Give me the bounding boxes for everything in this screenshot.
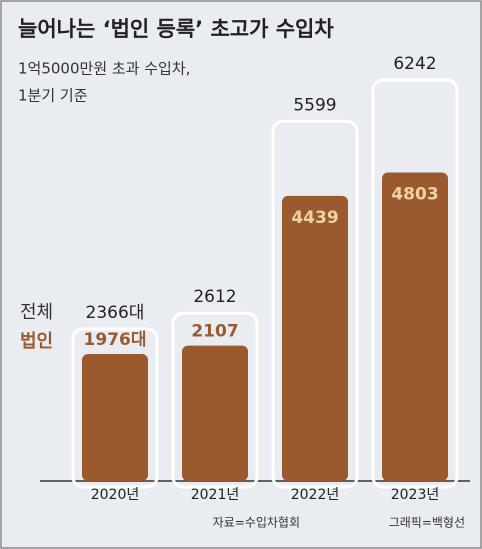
total-outline (371, 78, 459, 489)
total-outline (71, 327, 159, 489)
value-label: 6242 (393, 54, 436, 74)
credit: 그래픽=백형선 (389, 516, 465, 530)
bar (382, 172, 448, 481)
source: 자료=수입차협회 (213, 516, 300, 530)
bar (282, 195, 348, 481)
x-tick-label: 2022년 (291, 487, 340, 503)
x-tick-label: 2023년 (391, 487, 440, 503)
legend-label: 법인 (20, 331, 53, 352)
legend-label: 전체 (20, 302, 53, 323)
total-outline (171, 311, 259, 489)
value-label: 4803 (391, 184, 438, 204)
value-label: 2366대 (86, 303, 145, 323)
chart-title: 늘어나는 ‘법인 등록’ 초고가 수입차 (18, 17, 334, 41)
value-label: 2612 (193, 287, 236, 307)
value-label: 5599 (293, 95, 336, 115)
value-label: 4439 (291, 208, 338, 228)
subtitle: 1억5000만원 초과 수입차, (18, 60, 190, 78)
bar (82, 354, 148, 481)
subtitle: 1분기 기준 (18, 87, 88, 105)
bar (182, 345, 248, 481)
x-tick-label: 2021년 (191, 487, 240, 503)
total-outline (271, 119, 359, 489)
value-label: 1976대 (84, 330, 147, 350)
x-tick-label: 2020년 (91, 487, 140, 503)
value-label: 2107 (191, 322, 238, 342)
